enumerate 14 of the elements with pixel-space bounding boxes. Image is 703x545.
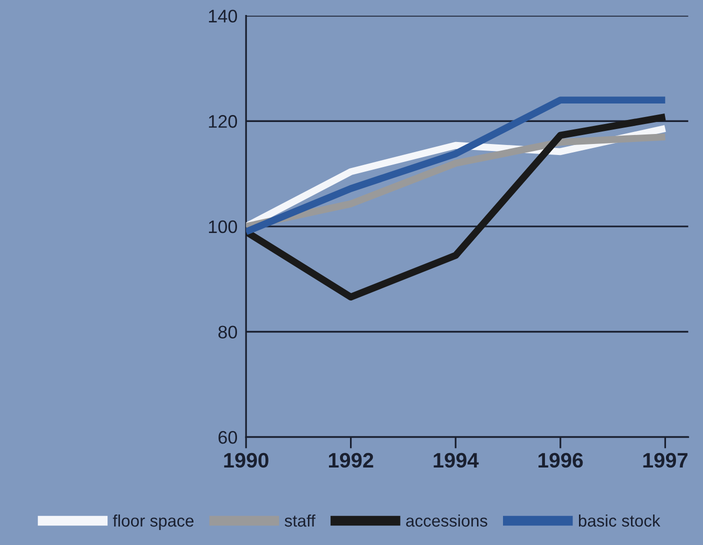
y-tick-label: 80 [218,326,238,338]
y-tick-label: 120 [208,115,238,128]
x-tick-label: 1994 [434,452,479,468]
legend-label: floor space [112,514,194,530]
y-tick-label: 100 [208,220,238,234]
x-tick-label: 1997 [643,452,688,468]
x-tick-label: 1990 [224,452,268,468]
y-tick-label: 140 [208,10,238,23]
legend-label: staff [284,514,316,527]
x-tick-label: 1996 [538,452,583,468]
legend-label: accessions [406,514,488,527]
legend-label: basic stock [578,514,660,527]
x-tick-label: 1992 [328,452,374,468]
y-tick-label: 60 [218,431,238,444]
